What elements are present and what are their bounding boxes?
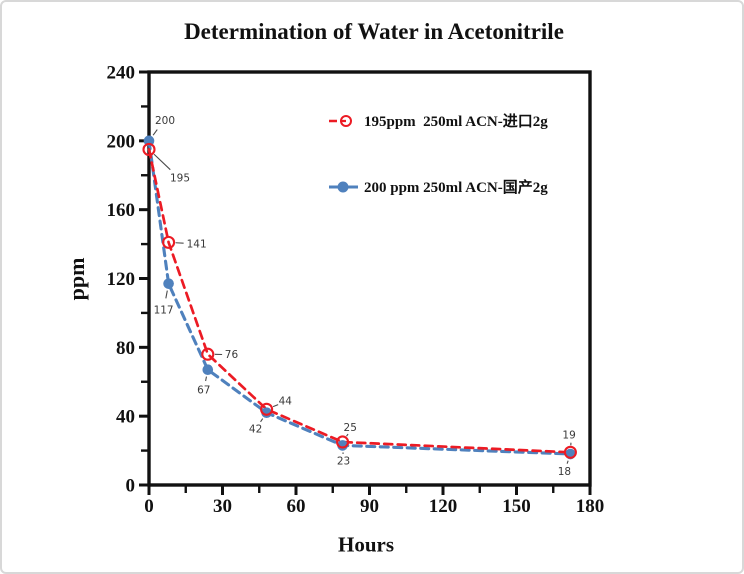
- y-tick-label: 120: [107, 269, 136, 290]
- x-tick-label: 90: [360, 496, 379, 517]
- x-tick-label: 0: [144, 496, 154, 517]
- y-tick-label: 0: [126, 476, 136, 497]
- x-axis-title: Hours: [337, 532, 395, 557]
- point-value-label: 200: [155, 115, 175, 127]
- y-tick-label: 80: [116, 338, 135, 359]
- callout-leader: [260, 418, 264, 423]
- x-tick-label: 60: [287, 496, 306, 517]
- chart-title: Determination of Water in Acetonitrile: [184, 19, 564, 44]
- plot-frame: [147, 70, 592, 487]
- y-tick-label: 40: [116, 407, 135, 428]
- callout-leader: [153, 153, 171, 171]
- point-value-label: 19: [562, 429, 575, 441]
- callout-leader: [165, 290, 168, 299]
- data-point-filled-circle: [261, 407, 272, 419]
- x-tick-label: 30: [213, 496, 232, 517]
- y-tick-label: 240: [107, 63, 136, 84]
- y-tick-label: 200: [107, 131, 136, 152]
- callout-leader: [566, 460, 569, 464]
- point-value-label: 67: [197, 385, 210, 397]
- data-point-filled-circle: [337, 440, 348, 451]
- point-value-label: 25: [344, 422, 357, 434]
- x-tick-label: 150: [502, 496, 531, 517]
- data-point-filled-circle: [163, 278, 174, 289]
- data-point-open-circle: [142, 142, 156, 156]
- point-value-label: 76: [225, 349, 239, 361]
- legend-label-imported: 195ppm 250ml ACN-进口2g: [364, 114, 548, 130]
- y-axis-title: ppm: [64, 257, 89, 301]
- callout-leader: [272, 404, 279, 408]
- point-value-label: 44: [279, 395, 293, 407]
- point-value-label: 23: [337, 455, 350, 467]
- point-value-label: 18: [558, 466, 571, 478]
- data-point-filled-circle: [202, 364, 214, 376]
- legend-marker-open-circle-icon: [329, 114, 352, 127]
- x-tick-label: 120: [429, 496, 458, 517]
- legend-item-domestic: 200 ppm 250ml ACN-国产2g: [329, 176, 548, 197]
- y-tick-label: 160: [107, 200, 136, 221]
- point-value-label: 195: [170, 172, 190, 184]
- legend-marker-filled-circle-icon: [329, 181, 358, 192]
- data-point-open-circle: [335, 435, 350, 449]
- point-value-label: 42: [249, 424, 262, 436]
- data-point-open-circle: [260, 402, 274, 416]
- data-point-open-circle: [563, 445, 577, 459]
- point-value-label: 117: [154, 305, 174, 317]
- point-value-label: 141: [187, 238, 207, 250]
- legend-label-domestic: 200 ppm 250ml ACN-国产2g: [364, 180, 548, 196]
- series-line-1: [147, 139, 572, 456]
- legend-item-imported: 195ppm 250ml ACN-进口2g: [329, 110, 548, 131]
- callout-leader: [152, 129, 158, 136]
- data-point-open-circle: [162, 235, 176, 249]
- data-point-open-circle: [201, 347, 215, 361]
- callout-leader: [205, 376, 207, 382]
- x-tick-label: 180: [576, 496, 605, 517]
- callout-leader: [346, 433, 349, 437]
